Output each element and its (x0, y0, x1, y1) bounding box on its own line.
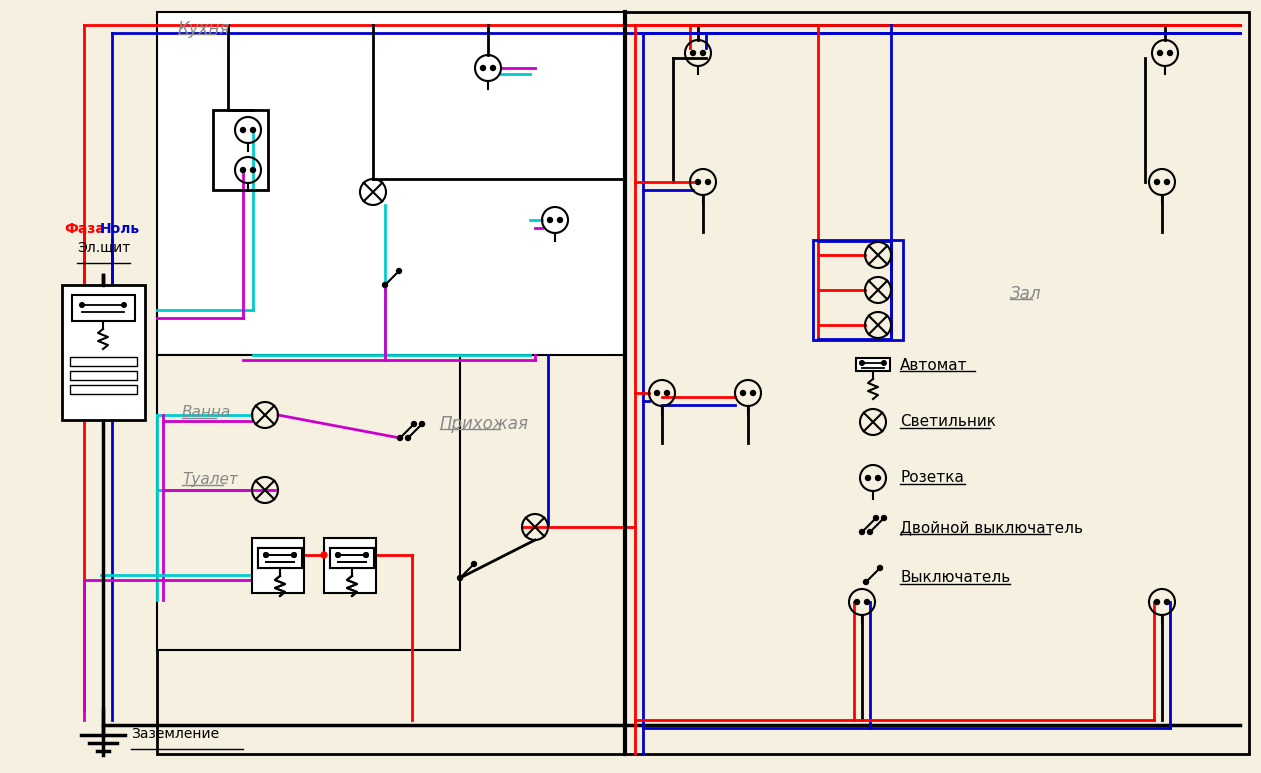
Circle shape (291, 553, 296, 557)
Circle shape (322, 552, 327, 558)
Circle shape (701, 50, 705, 56)
Circle shape (420, 421, 425, 427)
Bar (72, 295, 135, 321)
Circle shape (480, 66, 485, 70)
Bar (158, 12, 1248, 754)
Circle shape (397, 435, 402, 441)
Circle shape (691, 50, 696, 56)
Text: Туалет: Туалет (182, 472, 238, 487)
Circle shape (458, 576, 463, 581)
Circle shape (864, 580, 869, 584)
Circle shape (865, 475, 870, 481)
Bar (71, 357, 137, 366)
Circle shape (122, 303, 126, 308)
Circle shape (382, 282, 387, 288)
Bar (252, 538, 304, 593)
Text: Заземление: Заземление (131, 727, 219, 741)
Circle shape (1155, 600, 1160, 604)
Circle shape (557, 217, 562, 223)
Circle shape (264, 553, 269, 557)
Bar (813, 240, 903, 340)
Circle shape (1158, 50, 1163, 56)
Circle shape (335, 553, 340, 557)
Bar (213, 110, 269, 190)
Text: Автомат: Автомат (900, 359, 967, 373)
Circle shape (1164, 179, 1169, 185)
Circle shape (251, 128, 256, 132)
Circle shape (868, 530, 873, 534)
Circle shape (335, 553, 340, 557)
Circle shape (491, 66, 496, 70)
Bar (158, 12, 625, 355)
Text: Фаза: Фаза (64, 222, 105, 236)
Circle shape (705, 179, 710, 185)
Bar (71, 385, 137, 394)
Text: Светильник: Светильник (900, 414, 996, 430)
Circle shape (291, 553, 296, 557)
Circle shape (79, 303, 84, 308)
Circle shape (363, 553, 368, 557)
Circle shape (264, 553, 269, 557)
Circle shape (878, 566, 883, 570)
Circle shape (865, 600, 870, 604)
Circle shape (241, 128, 246, 132)
Bar (330, 548, 375, 568)
Circle shape (750, 390, 755, 396)
Text: Эл.щит: Эл.щит (77, 240, 130, 254)
Bar (330, 548, 375, 568)
Circle shape (251, 168, 256, 172)
Text: Зал: Зал (1010, 285, 1042, 303)
Circle shape (881, 516, 886, 520)
Circle shape (874, 516, 879, 520)
Text: Ноль: Ноль (100, 222, 140, 236)
Circle shape (472, 561, 477, 567)
Circle shape (1168, 50, 1173, 56)
Bar (324, 538, 376, 593)
Circle shape (696, 179, 701, 185)
Circle shape (875, 475, 880, 481)
Bar (71, 371, 137, 380)
Text: Ванна: Ванна (182, 405, 231, 420)
Text: Прихожая: Прихожая (440, 415, 530, 433)
Circle shape (547, 217, 552, 223)
Text: Кухня: Кухня (178, 20, 231, 38)
Circle shape (1164, 600, 1169, 604)
Circle shape (740, 390, 745, 396)
Circle shape (411, 421, 416, 427)
Text: Розетка: Розетка (900, 471, 963, 485)
Circle shape (654, 390, 660, 396)
Circle shape (860, 530, 865, 534)
Text: Выключатель: Выключатель (900, 570, 1010, 585)
Circle shape (855, 600, 860, 604)
Bar (158, 355, 460, 650)
Circle shape (406, 435, 411, 441)
Bar (62, 285, 145, 420)
Circle shape (1155, 179, 1160, 185)
Bar (259, 548, 301, 568)
Circle shape (860, 361, 864, 366)
Circle shape (396, 268, 401, 274)
Bar (856, 358, 890, 371)
Circle shape (363, 553, 368, 557)
Circle shape (241, 168, 246, 172)
Circle shape (665, 390, 670, 396)
Bar (259, 548, 301, 568)
Text: Двойной выключатель: Двойной выключатель (900, 520, 1083, 536)
Circle shape (881, 361, 886, 366)
